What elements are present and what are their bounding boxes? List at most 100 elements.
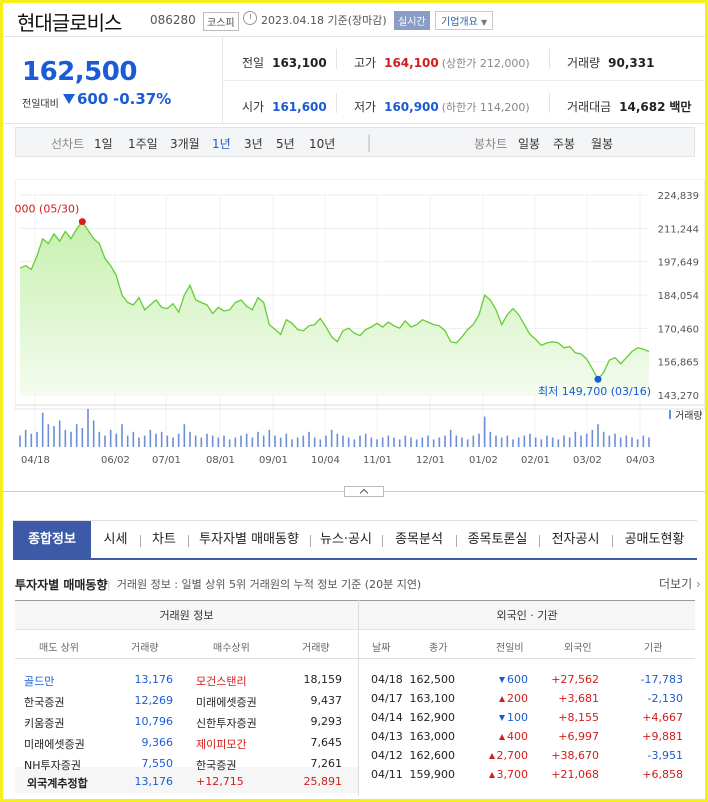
tab-5[interactable]: 종목분석 bbox=[395, 532, 443, 547]
volume-bar bbox=[121, 424, 123, 447]
tab-1[interactable]: 시세 bbox=[103, 532, 128, 547]
main-tabs: 종합정보 시세 차트 투자자별 매매동향 뉴스·공시 종목분석 종목토론실 전자공시 공매도현황 bbox=[13, 520, 697, 560]
col-header: 전일비 bbox=[496, 643, 524, 654]
sell-broker[interactable]: 골드만 bbox=[24, 675, 55, 688]
volume-bar bbox=[398, 439, 401, 447]
volume-bar bbox=[223, 435, 225, 447]
volume-bar bbox=[325, 435, 327, 447]
sell-broker[interactable]: 키움증권 bbox=[24, 717, 65, 730]
sell-volume: 7,550 bbox=[141, 757, 174, 770]
total-row-bg bbox=[15, 767, 358, 793]
volume-bar bbox=[285, 433, 288, 447]
volume-bar bbox=[517, 437, 520, 447]
buy-volume: 9,293 bbox=[310, 715, 343, 728]
tab-3[interactable]: 투자자별 매매동향 bbox=[199, 532, 299, 547]
corp-info-label: 기업개요 bbox=[441, 17, 478, 28]
row-change: 2,700 bbox=[488, 749, 528, 762]
sell-broker[interactable]: NH투자증권 bbox=[24, 759, 81, 772]
volume-bar bbox=[104, 435, 106, 447]
total-label: 외국계추정합 bbox=[27, 777, 88, 790]
x-tick-label: 01/02 bbox=[469, 455, 498, 466]
tab-4[interactable]: 뉴스·공시 bbox=[320, 532, 372, 547]
volume-bar bbox=[648, 437, 650, 447]
buy-broker[interactable]: 신한투자증권 bbox=[196, 717, 257, 730]
realtime-button[interactable]: 실시간 bbox=[394, 11, 430, 30]
candle-2[interactable]: 월봉 bbox=[591, 137, 614, 151]
period-5[interactable]: 5년 bbox=[276, 137, 295, 151]
divider bbox=[223, 80, 705, 81]
period-4[interactable]: 3년 bbox=[244, 137, 263, 151]
row-close: 163,000 bbox=[409, 730, 456, 743]
period-3[interactable]: 1년 bbox=[212, 137, 231, 151]
volume-bar bbox=[30, 433, 33, 447]
volume-bar bbox=[523, 435, 526, 447]
volume-bar bbox=[512, 439, 514, 447]
foreign-row: 04/17 163,100 200 +3,681 -2,130 bbox=[359, 692, 695, 710]
volume-bar bbox=[478, 433, 480, 447]
volume-bar bbox=[432, 439, 435, 447]
row-inst: -2,130 bbox=[647, 692, 683, 705]
divider bbox=[549, 93, 550, 113]
volume-bar bbox=[483, 416, 486, 447]
buy-broker[interactable]: 미래에셋증권 bbox=[196, 696, 257, 709]
volume-bar bbox=[506, 435, 509, 447]
period-6[interactable]: 10년 bbox=[309, 137, 336, 151]
change-value: 600 bbox=[77, 90, 109, 108]
volume-legend-icon bbox=[669, 410, 671, 419]
sell-volume: 12,269 bbox=[134, 694, 174, 707]
stock-name[interactable]: 현대글로비스 bbox=[17, 11, 122, 35]
stat-label: 고가 bbox=[354, 56, 377, 70]
tab-6[interactable]: 종목토론실 bbox=[467, 532, 528, 547]
row-date: 04/18 bbox=[371, 673, 403, 686]
y-tick-label: 143,270 bbox=[658, 391, 699, 402]
tab-8[interactable]: 공매도현황 bbox=[624, 532, 685, 547]
stat-volume: 거래량 90,331 bbox=[567, 54, 654, 71]
collapse-button[interactable] bbox=[344, 486, 384, 497]
sell-broker[interactable]: 미래에셋증권 bbox=[24, 738, 85, 751]
foreign-caption: 외국인 · 기관 bbox=[359, 601, 695, 630]
volume-bar bbox=[636, 439, 639, 447]
period-0[interactable]: 1일 bbox=[94, 137, 113, 151]
change-label: 전일대비 bbox=[22, 99, 59, 110]
y-tick-label: 197,649 bbox=[658, 258, 699, 269]
col-header: 거래량 bbox=[131, 643, 159, 654]
volume-bar bbox=[234, 437, 237, 447]
foreign-row: 04/18 162,500 600 +27,562 -17,783 bbox=[359, 673, 695, 691]
broker-row: 골드만 13,176 모건스탠리 18,159 bbox=[15, 673, 358, 691]
row-change: 400 bbox=[499, 730, 528, 743]
stat-value: 90,331 bbox=[608, 56, 655, 70]
foreign-header: 날짜 종가 전일비 외국인 기관 bbox=[359, 630, 695, 659]
tab-0[interactable]: 종합정보 bbox=[13, 521, 91, 559]
stat-prev: 전일 163,100 bbox=[242, 54, 327, 71]
buy-broker[interactable]: 한국증권 bbox=[196, 759, 237, 772]
period-2[interactable]: 3개월 bbox=[170, 137, 200, 151]
more-link[interactable]: 더보기 › bbox=[659, 575, 701, 592]
corp-info-dropdown[interactable]: 기업개요 ▼ bbox=[435, 11, 494, 30]
volume-bar bbox=[625, 435, 628, 447]
tab-2[interactable]: 차트 bbox=[152, 532, 176, 547]
volume-bar bbox=[529, 433, 531, 447]
buy-broker[interactable]: 제이피모간 bbox=[196, 738, 247, 751]
foreign-row: 04/12 162,600 2,700 +38,670 -3,951 bbox=[359, 749, 695, 767]
sell-broker[interactable]: 한국증권 bbox=[24, 696, 65, 709]
stock-summary-panel: 현대글로비스 086280 코스피 2023.04.18 기준(장마감) 실시간… bbox=[0, 3, 706, 799]
buy-broker[interactable]: 모건스탠리 bbox=[196, 675, 247, 688]
price-line bbox=[19, 220, 650, 381]
line-chart-label: 선차트 bbox=[51, 137, 85, 151]
divider bbox=[336, 93, 337, 113]
buy-volume: 9,437 bbox=[310, 694, 343, 707]
volume-bar bbox=[313, 437, 316, 447]
volume-bar bbox=[364, 433, 367, 447]
period-bar: 선차트 1일 1주일 3개월 1년 3년 5년 10년 | 봉차트 일봉 주봉 월봉 bbox=[15, 127, 695, 157]
volume-bar bbox=[404, 435, 407, 447]
divider bbox=[549, 49, 550, 69]
volume-bar bbox=[166, 435, 169, 447]
divider bbox=[612, 535, 613, 547]
period-1[interactable]: 1주일 bbox=[128, 137, 158, 151]
tab-7[interactable]: 전자공시 bbox=[551, 532, 600, 547]
x-tick-label: 04/18 bbox=[21, 455, 50, 466]
candle-1[interactable]: 주봉 bbox=[553, 137, 576, 151]
volume-bar bbox=[132, 431, 135, 447]
volume-bar bbox=[495, 435, 497, 447]
candle-0[interactable]: 일봉 bbox=[518, 137, 541, 151]
